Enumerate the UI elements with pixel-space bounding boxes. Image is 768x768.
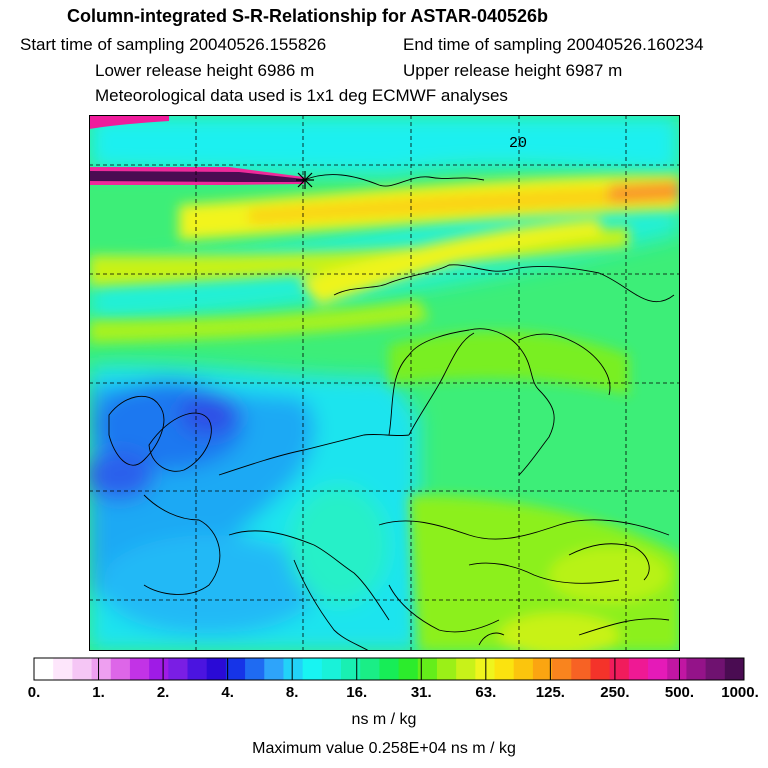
colorbar-swatch (724, 658, 745, 680)
colorbar-swatch (379, 658, 400, 680)
met-data-label: Meteorological data used is 1x1 deg ECMW… (95, 86, 508, 105)
chart-title: Column-integrated S-R-Relationship for A… (67, 6, 549, 26)
colorbar-swatch (590, 658, 611, 680)
colorbar-swatch (264, 658, 284, 680)
colorbar-swatch (110, 658, 131, 680)
colorbar-swatch (667, 658, 687, 680)
colorbar-tick-label: 0. (27, 684, 41, 701)
colorbar-tick-label: 63. (475, 684, 497, 701)
end-time-label: End time of sampling 20040526.160234 (403, 35, 704, 54)
colorbar-frame (33, 657, 745, 681)
colorbar-swatch (91, 658, 112, 680)
colorbar (33, 657, 745, 681)
colorbar-tick-label: 250. (600, 684, 630, 701)
colorbar-tick-label: 125. (535, 684, 565, 701)
colorbar-swatch (168, 658, 189, 680)
colorbar-swatch (571, 658, 591, 680)
colorbar-swatch (494, 658, 515, 680)
colorbar-swatch (513, 658, 534, 680)
colorbar-swatch (129, 658, 150, 680)
colorbar-swatch (72, 658, 93, 680)
colorbar-swatch (187, 658, 208, 680)
colorbar-swatch (321, 658, 342, 680)
coastlines (108, 174, 675, 651)
colorbar-swatch (360, 658, 380, 680)
colorbar-swatch (53, 658, 73, 680)
colorbar-swatch (686, 658, 707, 680)
units-label: ns m / kg (351, 711, 417, 728)
colorbar-tick-label: 2. (156, 684, 170, 701)
colorbar-swatch (609, 658, 630, 680)
colorbar-swatch (34, 658, 54, 680)
colorbar-tick-label: 1. (92, 684, 105, 701)
colorbar-swatch (225, 658, 246, 680)
release-site-marker (296, 171, 314, 189)
colorbar-swatch (283, 658, 304, 680)
lower-height-label: Lower release height 6986 m (95, 61, 315, 80)
colorbar-swatch (705, 658, 726, 680)
colorbar-swatch (149, 658, 169, 680)
colorbar-swatch (552, 658, 572, 680)
colorbar-swatch (417, 658, 438, 680)
colorbar-tick-label: 16. (346, 684, 368, 701)
colorbar-swatch (628, 658, 649, 680)
colorbar-swatch (456, 658, 476, 680)
colorbar-swatch (341, 658, 361, 680)
colorbar-swatch (302, 658, 323, 680)
colorbar-swatch (648, 658, 668, 680)
colorbar-swatch (475, 658, 496, 680)
colorbar-swatch (398, 658, 419, 680)
colorbar-swatch (245, 658, 265, 680)
colorbar-swatch (206, 658, 227, 680)
colorbar-tick-label: 8. (285, 684, 299, 701)
colorbar-tick-label: 500. (664, 684, 695, 701)
sensitivity-map: 20 (89, 115, 680, 651)
max-value-label: Maximum value 0.258E+04 ns m / kg (252, 740, 516, 757)
start-time-label: Start time of sampling 20040526.155826 (20, 35, 327, 54)
map-frame (89, 115, 680, 651)
upper-height-label: Upper release height 6987 m (403, 61, 623, 80)
grid-label: 20 (509, 135, 527, 152)
colorbar-tick-label: 31. (410, 684, 432, 701)
colorbar-tick-label: 1000. (721, 684, 759, 701)
colorbar-tick-label: 4. (221, 684, 234, 701)
colorbar-swatch (532, 658, 553, 680)
colorbar-swatch (436, 658, 457, 680)
grid-lines (89, 115, 680, 651)
